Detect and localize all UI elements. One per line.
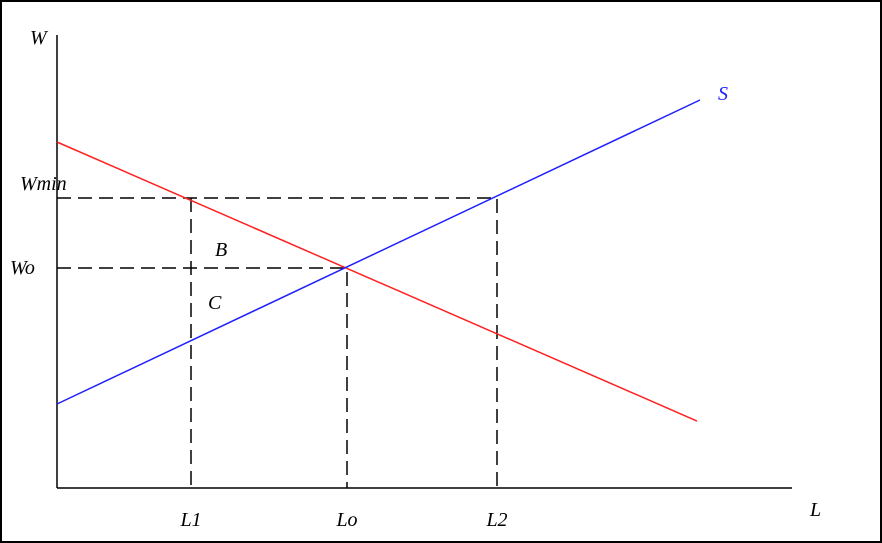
l1-label: L1 — [179, 509, 201, 531]
y-axis-label: W — [30, 27, 49, 49]
lo-label: Lo — [335, 509, 357, 531]
min-wage-line — [57, 197, 498, 488]
supply-curve — [56, 99, 701, 405]
wo-label: Wo — [10, 257, 35, 279]
demand-curve — [56, 141, 698, 422]
supply-label: S — [718, 83, 728, 105]
l2-label: L2 — [485, 509, 507, 531]
wmin-label: Wmin — [20, 173, 67, 195]
x-axis-label: L — [809, 499, 821, 521]
equilibrium-line — [57, 267, 348, 488]
region-b-label: B — [215, 239, 227, 261]
region-c-label: C — [208, 292, 222, 314]
